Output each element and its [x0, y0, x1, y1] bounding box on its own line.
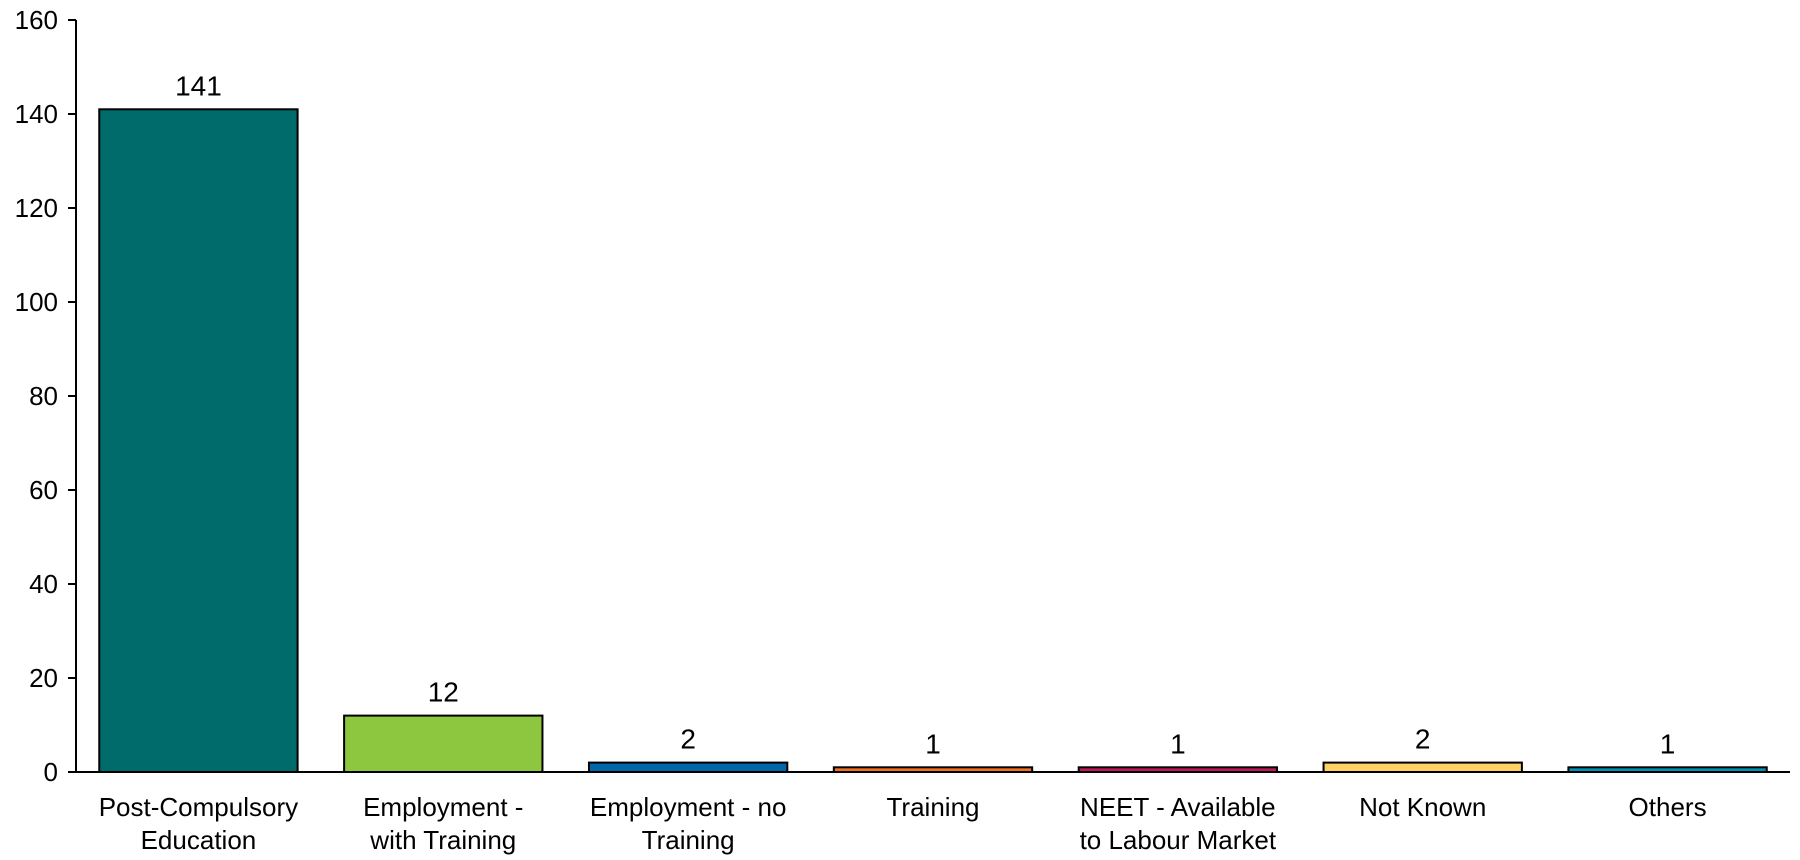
data-label: 141 [175, 70, 222, 101]
data-label: 1 [925, 728, 941, 759]
y-axis: 0 20 40 60 80 100 120 140 160 [15, 5, 76, 787]
x-tick-label: Training [887, 792, 980, 822]
x-tick-label: Employment -with Training [363, 792, 523, 855]
x-tick-label: Employment - no Training [590, 792, 787, 855]
data-label: 1 [1170, 728, 1186, 759]
bars [98, 108, 1768, 774]
x-tick-label: Not Known [1359, 792, 1486, 822]
y-tick-label: 0 [44, 757, 58, 787]
bar [343, 714, 544, 773]
bar [587, 761, 789, 773]
y-tick-label: 100 [15, 287, 58, 317]
data-label: 2 [1415, 724, 1431, 755]
y-tick-label: 20 [29, 663, 58, 693]
y-tick-label: 40 [29, 569, 58, 599]
data-label: 2 [680, 724, 696, 755]
data-label: 12 [428, 677, 459, 708]
y-tick-label: 160 [15, 5, 58, 35]
y-tick-label: 60 [29, 475, 58, 505]
y-tick-label: 120 [15, 193, 58, 223]
x-tick-label: NEET - Available to Labour Market [1080, 792, 1277, 855]
x-tick-label: Others [1629, 792, 1707, 822]
bar [1322, 761, 1523, 773]
x-tick-label: Post-Compulsory Education [99, 792, 298, 855]
bar [98, 108, 299, 774]
y-tick-label: 80 [29, 381, 58, 411]
category-labels: Post-Compulsory Education Employment -with… [99, 792, 1707, 855]
y-tick-label: 140 [15, 99, 58, 129]
data-label: 1 [1660, 728, 1676, 759]
